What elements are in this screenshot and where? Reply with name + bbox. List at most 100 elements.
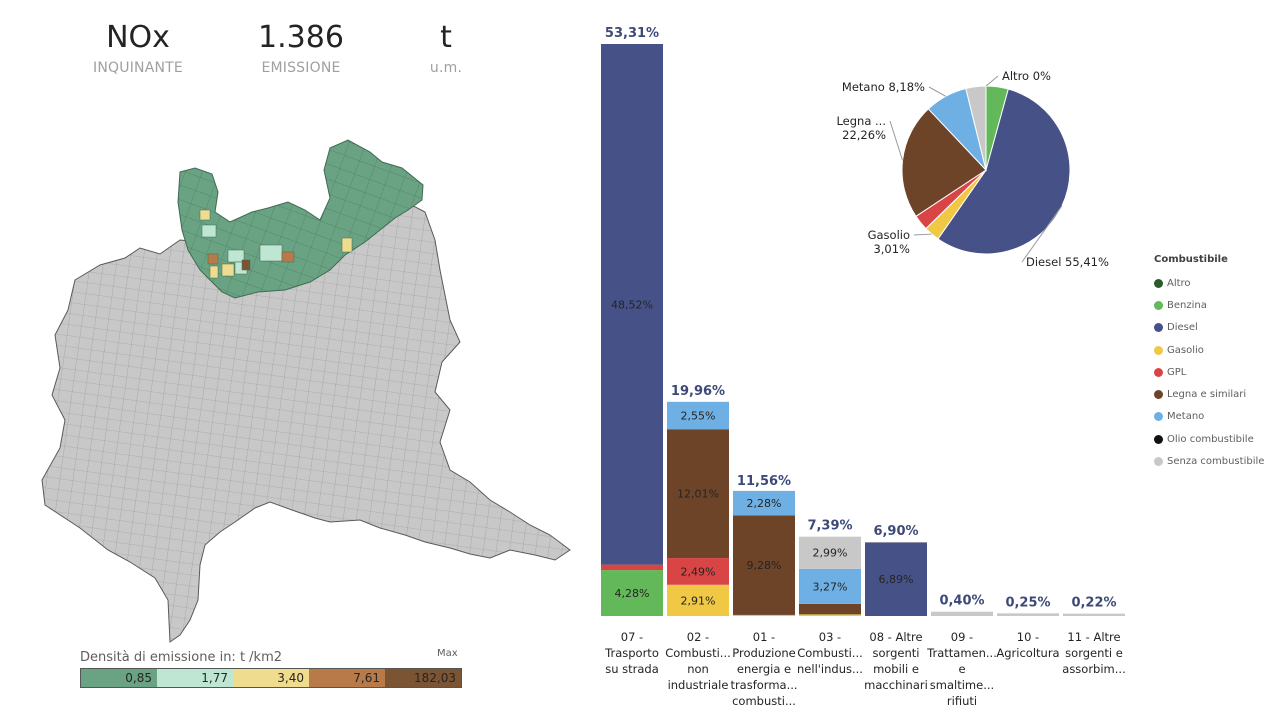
bar-segment-label: 9,28% [747, 559, 782, 572]
fuel-legend-label: Diesel [1167, 322, 1198, 334]
bar-segment-label: 6,89% [879, 573, 914, 586]
map-patch[interactable] [207, 253, 219, 265]
x-tick-label: 02 - [687, 630, 709, 644]
density-legend-title: Densità di emissione in: t /km2 [80, 650, 283, 665]
fuel-legend-label: Senza combustibile [1167, 456, 1265, 468]
x-tick-label: mobili e [873, 662, 919, 676]
fuel-legend-label: Gasolio [1167, 344, 1204, 356]
bar-total-label: 0,40% [939, 594, 984, 609]
map-svg[interactable] [30, 130, 590, 650]
fuel-legend: Combustibile Altro Benzina Diesel Gasolio GP… [1154, 254, 1264, 473]
fuel-legend-title: Combustibile [1154, 254, 1228, 265]
pie-leader-line [889, 120, 904, 161]
kpi-emission: 1.386 EMISSIONE [231, 18, 371, 76]
kpi-pollutant-value: NOx [106, 20, 170, 55]
fuel-legend-item[interactable]: Altro [1154, 272, 1264, 294]
fuel-legend-item[interactable]: Senza combustibile [1154, 450, 1264, 472]
kpi-pollutant-label: INQUINANTE [93, 60, 183, 76]
bar-segment-label: 2,28% [747, 497, 782, 510]
x-tick-label: Trasporto [604, 646, 659, 660]
x-tick-label: combusti... [732, 694, 796, 708]
fuel-legend-label: GPL [1167, 366, 1187, 378]
x-tick-label: e [958, 662, 965, 676]
municipality-borders [42, 200, 570, 642]
bar-segment[interactable] [799, 536, 861, 569]
x-tick-label: su strada [605, 662, 659, 676]
bar-segment[interactable] [997, 613, 1059, 616]
kpi-emission-value: 1.386 [258, 20, 344, 55]
bar-segment[interactable] [601, 570, 663, 616]
x-tick-label: non [687, 662, 709, 676]
bar-segment[interactable] [931, 611, 993, 616]
bar-segment-label: 4,28% [615, 587, 650, 600]
bar-segment-label: 2,91% [681, 594, 716, 607]
legend-dot-icon [1154, 323, 1163, 333]
pie-slice-label: Legna ... 22,26% [836, 114, 886, 142]
bar-segment[interactable] [799, 603, 861, 615]
bar-segment-label: 12,01% [677, 488, 719, 501]
map-patch[interactable] [259, 244, 283, 262]
bar-segment[interactable] [733, 614, 795, 616]
fuel-legend-item[interactable]: Diesel [1154, 317, 1264, 339]
density-legend-bin: 7,61 [309, 669, 385, 687]
kpi-unit-label: u.m. [429, 60, 463, 76]
bar-segment[interactable] [733, 515, 795, 615]
pie-leader-line [1021, 205, 1063, 263]
bar-segment[interactable] [733, 490, 795, 516]
fuel-legend-item[interactable]: Gasolio [1154, 339, 1264, 361]
map-patch[interactable] [221, 263, 235, 277]
x-tick-label: 01 - [753, 630, 775, 644]
kpi-unit-value: t [440, 20, 452, 55]
pie-slice[interactable] [965, 85, 987, 171]
bar-segment-label: 2,99% [813, 547, 848, 560]
legend-dot-icon [1154, 457, 1163, 467]
map-patch[interactable] [281, 251, 295, 263]
bar-segment[interactable] [799, 568, 861, 604]
bar-segment[interactable] [667, 558, 729, 585]
bar-segment[interactable] [1063, 613, 1125, 616]
bar-total-label: 6,90% [873, 524, 918, 539]
x-tick-label: Combusti... [665, 646, 731, 660]
stacked-bar-chart[interactable]: 4,28% 48,52% 53,31% 07 - Trasporto su strada 2… [595, 18, 1135, 718]
fuel-legend-label: Benzina [1167, 299, 1207, 311]
map-patch[interactable] [341, 237, 353, 253]
fuel-pie-chart[interactable]: Diesel 55,41% Gasolio 3,01% Legna ... 22,26%… [830, 60, 1150, 280]
x-tick-label: Produzione [732, 646, 795, 660]
bar-segment[interactable] [799, 614, 861, 616]
bar-segment[interactable] [667, 401, 729, 430]
bar-segment-label: 48,52% [611, 298, 653, 311]
map-patch[interactable] [227, 249, 245, 263]
map-patch[interactable] [209, 265, 219, 279]
bar-segment[interactable] [865, 541, 927, 543]
density-legend: 0,85 1,77 3,40 7,61 182,03 [80, 668, 462, 688]
fuel-legend-item[interactable]: GPL [1154, 361, 1264, 383]
pie-leader-line [913, 233, 932, 236]
fuel-legend-item[interactable]: Metano [1154, 406, 1264, 428]
bar-segment[interactable] [601, 44, 663, 565]
pie-slice-label: Gasolio 3,01% [868, 228, 910, 256]
map-patch[interactable] [241, 259, 251, 271]
pie-slice-label: Metano 8,18% [842, 80, 925, 94]
kpi-pollutant: NOx INQUINANTE [68, 18, 208, 76]
bar-segment[interactable] [865, 542, 927, 616]
bar-segment[interactable] [667, 429, 729, 559]
bar-segment[interactable] [667, 584, 729, 616]
fuel-legend-item[interactable]: Legna e similari [1154, 383, 1264, 405]
choropleth-map[interactable] [30, 130, 590, 650]
legend-dot-icon [1154, 345, 1163, 355]
bar-total-label: 53,31% [605, 26, 659, 41]
pie-slice-label: Diesel 55,41% [1026, 255, 1109, 269]
kpi-unit: t u.m. [376, 18, 516, 76]
map-patch[interactable] [201, 224, 217, 238]
bar-segment[interactable] [601, 564, 663, 571]
fuel-legend-item[interactable]: Benzina [1154, 294, 1264, 316]
x-tick-label: energia e [737, 662, 791, 676]
bar-total-label: 7,39% [807, 519, 852, 534]
map-patch[interactable] [199, 209, 211, 221]
bar-segment-label: 3,27% [813, 580, 848, 593]
fuel-legend-item[interactable]: Olio combustibile [1154, 428, 1264, 450]
legend-dot-icon [1154, 390, 1163, 400]
x-tick-label: macchinari [864, 678, 928, 692]
legend-dot-icon [1154, 412, 1163, 422]
x-tick-label: 09 - [951, 630, 973, 644]
